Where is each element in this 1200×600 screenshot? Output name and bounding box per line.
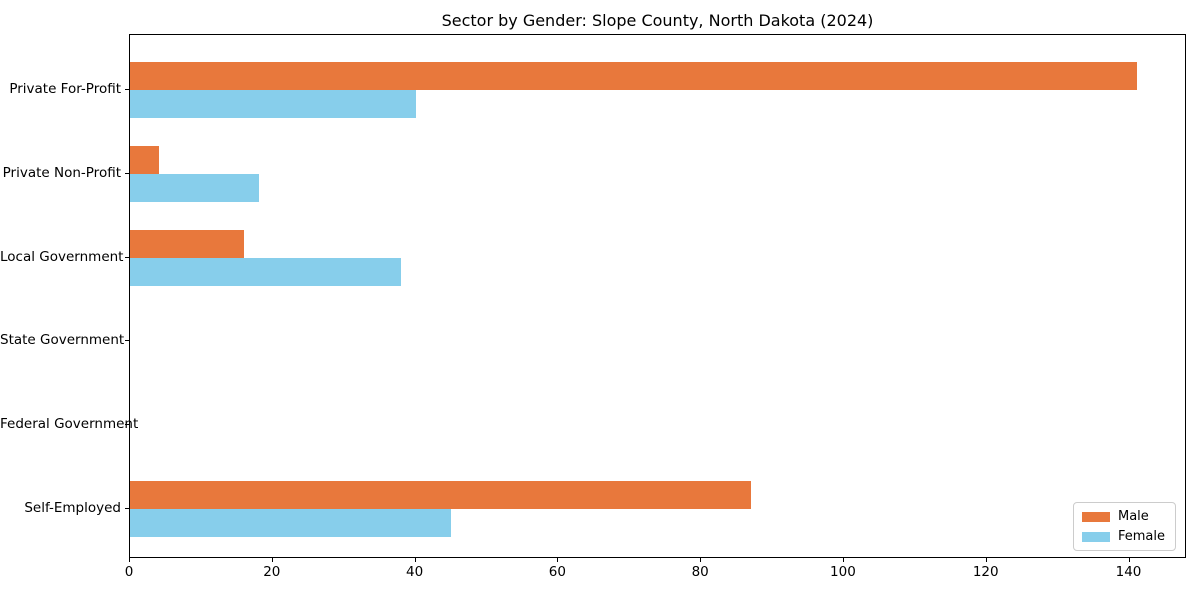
x-tick-mark	[1128, 558, 1130, 562]
plot-area: Male Female	[129, 34, 1186, 558]
bar-female-lower	[130, 90, 416, 118]
y-tick-label: Federal Government	[0, 416, 139, 433]
x-tick-mark	[414, 558, 416, 562]
bar-female-lower	[130, 257, 402, 286]
legend-label: Female	[1117, 529, 1165, 544]
x-tick-label: 60	[548, 564, 566, 580]
bar-male-upper	[130, 62, 1137, 90]
x-tick-label: 40	[405, 564, 424, 580]
legend-item-male: Male	[1081, 509, 1165, 524]
x-tick-label: 140	[1115, 564, 1142, 580]
y-tick-mark	[125, 256, 129, 258]
x-tick-label: 100	[830, 564, 856, 580]
bar-male-upper	[130, 229, 245, 258]
bar-male-upper	[130, 481, 752, 509]
chart-title: Sector by Gender: Slope County, North Da…	[441, 11, 874, 30]
x-tick-mark	[700, 558, 702, 562]
x-tick-mark	[129, 558, 130, 562]
bar-female-lower	[130, 509, 452, 537]
y-tick-label: Private Non-Profit	[2, 164, 121, 181]
x-tick-mark	[271, 558, 273, 562]
x-tick-label: 20	[263, 564, 281, 580]
legend-swatch-male	[1081, 511, 1110, 522]
bar-female-lower	[130, 173, 259, 202]
legend-item-female: Female	[1081, 529, 1165, 544]
y-tick-mark	[125, 424, 129, 426]
y-tick-mark	[125, 340, 129, 342]
y-tick-label: State Government	[0, 332, 125, 349]
legend: Male Female	[1072, 502, 1176, 551]
y-tick-mark	[125, 89, 129, 90]
x-tick-label: 80	[691, 564, 709, 580]
y-tick-mark	[125, 172, 129, 174]
legend-label: Male	[1117, 509, 1149, 524]
y-tick-label: Local Government	[0, 248, 124, 265]
legend-swatch-female	[1081, 531, 1110, 542]
y-tick-mark	[125, 508, 129, 509]
y-tick-label: Self-Employed	[24, 500, 121, 516]
x-tick-label: 120	[972, 564, 999, 580]
bar-male-upper	[130, 145, 159, 174]
y-tick-label: Private For-Profit	[9, 81, 121, 97]
x-tick-label: 0	[124, 564, 134, 580]
x-tick-mark	[842, 558, 844, 562]
x-tick-mark	[985, 558, 987, 562]
x-tick-mark	[557, 558, 559, 562]
